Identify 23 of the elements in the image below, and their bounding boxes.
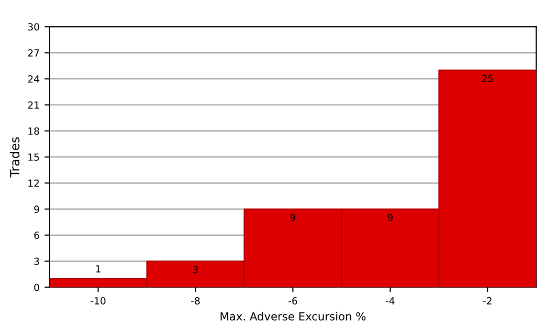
data-label: 3 — [193, 266, 198, 274]
y-tick-label: 21 — [28, 101, 39, 109]
x-tick-label: -4 — [386, 297, 395, 304]
y-tick-label: 0 — [34, 284, 40, 292]
y-axis-title: Trades — [10, 137, 20, 178]
y-tick-label: 27 — [28, 49, 39, 56]
y-tick-label: 18 — [28, 127, 40, 135]
x-axis-title: Max. Adverse Excursion % — [220, 312, 366, 321]
data-label: 25 — [482, 74, 493, 82]
data-label: 1 — [96, 265, 100, 272]
x-tick-label: -6 — [288, 297, 298, 304]
y-tick-label: 3 — [34, 258, 39, 266]
x-tick-label: -8 — [191, 297, 200, 304]
y-tick-label: 12 — [28, 180, 39, 187]
y-tick-label: 30 — [28, 23, 40, 31]
y-tick-label: 24 — [28, 75, 40, 83]
y-tick-label: 9 — [34, 206, 40, 213]
x-tick-label: -10 — [90, 297, 106, 304]
y-tick-label: 15 — [28, 154, 39, 161]
x-tick-label: -2 — [483, 297, 492, 304]
y-tick-label: 6 — [34, 232, 40, 239]
data-label: 9 — [388, 214, 393, 222]
data-label: 9 — [290, 214, 296, 222]
